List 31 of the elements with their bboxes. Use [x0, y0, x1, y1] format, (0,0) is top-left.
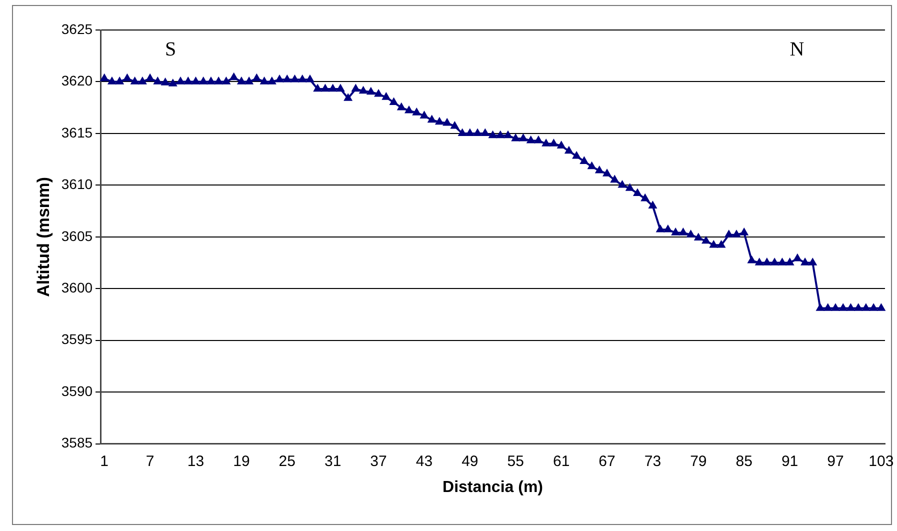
x-tick-label: 13	[187, 452, 204, 470]
x-axis-title: Distancia (m)	[442, 478, 544, 496]
y-tick-label: 3605	[61, 228, 93, 244]
y-tick-label: 3615	[61, 124, 93, 140]
y-axis-title: Altitud (msnm)	[34, 176, 53, 297]
y-tick-label: 3625	[61, 20, 93, 37]
x-tick-label: 67	[598, 452, 616, 470]
x-tick-label: 49	[462, 452, 478, 470]
x-tick-label: 19	[233, 452, 250, 470]
x-tick-label: 85	[736, 452, 752, 470]
y-tick-label: 3620	[61, 72, 93, 89]
x-tick-label: 1	[100, 452, 109, 470]
x-tick-label: 31	[324, 452, 342, 470]
x-tick-label: 73	[644, 452, 662, 470]
y-tick-label: 3590	[61, 382, 93, 399]
y-tick-label: 3600	[61, 279, 93, 296]
x-tick-label: 91	[781, 452, 798, 470]
x-tick-label: 7	[146, 452, 154, 470]
x-tick-label: 25	[278, 452, 296, 470]
annotation: S	[164, 38, 176, 60]
annotation: N	[790, 38, 804, 60]
x-tick-label: 55	[507, 452, 524, 470]
x-tick-label: 37	[370, 452, 387, 470]
x-tick-label: 103	[868, 452, 894, 470]
y-tick-label: 3595	[61, 331, 93, 348]
y-tick-label: 3610	[61, 176, 93, 192]
x-tick-label: 97	[827, 452, 844, 470]
y-tick-label: 3585	[61, 434, 93, 451]
x-tick-label: 61	[552, 452, 570, 470]
x-tick-label: 79	[690, 452, 707, 470]
x-tick-label: 43	[416, 452, 433, 470]
